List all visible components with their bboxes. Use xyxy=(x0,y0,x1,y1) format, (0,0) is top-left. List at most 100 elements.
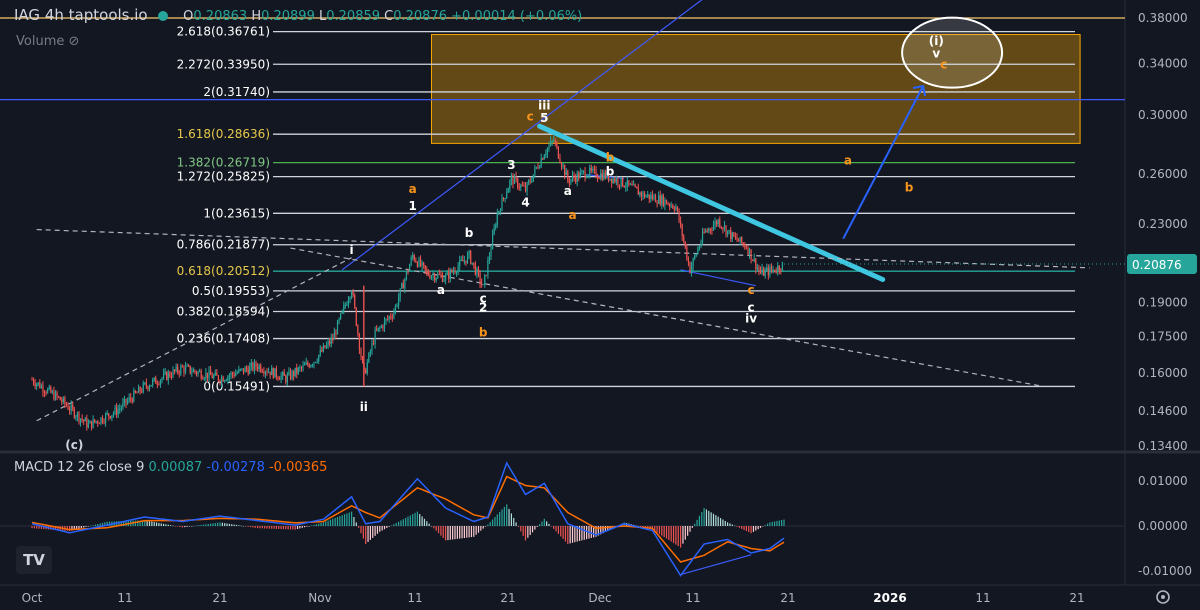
macd-hist-bar xyxy=(334,517,336,526)
macd-hist-bar xyxy=(146,520,148,526)
macd-hist-bar xyxy=(374,526,376,536)
candle-body xyxy=(272,368,274,378)
candle-body xyxy=(291,371,293,379)
macd-hist-bar xyxy=(372,526,374,538)
candle-body xyxy=(239,369,241,371)
candle-body xyxy=(698,246,700,250)
candle-body xyxy=(551,140,553,142)
ohlc-readout: O0.20863 H0.20899 L0.20859 C0.20876 +0.0… xyxy=(183,9,583,24)
fib-level-label: 2.272(0.33950) xyxy=(177,57,270,71)
macd-hist-bar xyxy=(245,526,247,527)
wave-label: c xyxy=(748,283,755,297)
candle-body xyxy=(493,227,495,235)
macd-hist-bar xyxy=(280,526,282,530)
candle-body xyxy=(747,248,749,255)
candle-body xyxy=(238,369,240,373)
candle-body xyxy=(521,184,523,186)
candle-body xyxy=(50,386,52,393)
macd-hist-bar xyxy=(348,512,350,526)
candle-body xyxy=(228,375,230,377)
candle-body xyxy=(100,417,102,424)
candle-body xyxy=(767,267,769,276)
candle-body xyxy=(694,255,696,259)
candle-body xyxy=(459,259,461,267)
macd-hist-bar xyxy=(271,526,273,529)
time-axis-tick: 11 xyxy=(975,591,990,605)
trendline-dashed xyxy=(36,228,1090,269)
candle-body xyxy=(636,186,638,189)
macd-hist-bar xyxy=(757,526,759,530)
candle-body xyxy=(498,211,500,214)
macd-hist-bar xyxy=(698,515,700,526)
candle-body xyxy=(756,267,758,270)
candle-body xyxy=(598,178,600,180)
candle-body xyxy=(390,316,392,318)
candle-body xyxy=(75,416,77,418)
settings-gear-icon[interactable] xyxy=(1156,590,1170,604)
candle-body xyxy=(39,382,41,388)
candle-body xyxy=(156,383,158,385)
candle-body xyxy=(430,275,433,279)
candle-body xyxy=(629,184,632,186)
tradingview-logo-icon[interactable]: TV xyxy=(16,546,52,574)
macd-hist-bar xyxy=(202,524,205,526)
candle-body xyxy=(161,377,163,381)
price-axis-tick: 0.16000 xyxy=(1138,366,1188,380)
macd-hist-bar xyxy=(383,526,386,530)
candle-body xyxy=(210,370,212,376)
candle-body xyxy=(152,379,154,385)
macd-hist-bar xyxy=(210,523,212,526)
eye-hidden-icon[interactable]: ⊘ xyxy=(68,34,80,49)
macd-hist-bar xyxy=(259,526,261,529)
macd-hist-bar xyxy=(414,512,416,526)
candle-body xyxy=(399,288,401,298)
macd-hist-bar xyxy=(783,519,785,526)
macd-hist-bar xyxy=(358,526,360,528)
candle-body xyxy=(51,391,53,393)
candle-body xyxy=(189,365,191,373)
macd-hist-bar xyxy=(327,520,329,526)
symbol-label[interactable]: IAG xyxy=(14,6,41,24)
macd-hist-bar xyxy=(419,514,421,526)
candle-body xyxy=(681,224,683,236)
macd-legend[interactable]: MACD 12 26 close 9 0.00087 -0.00278 -0.0… xyxy=(14,460,327,475)
candle-body xyxy=(217,375,220,381)
candle-body xyxy=(283,372,285,376)
macd-hist-bar xyxy=(696,519,698,526)
candle-body xyxy=(131,399,133,402)
candle-body xyxy=(357,325,359,334)
macd-hist-bar xyxy=(755,526,757,531)
candle-body xyxy=(775,271,777,273)
candle-body xyxy=(203,378,205,380)
candle-body xyxy=(183,366,185,373)
candle-body xyxy=(445,275,447,280)
macd-hist-bar xyxy=(163,523,165,526)
volume-indicator-label[interactable]: Volume ⊘ xyxy=(16,34,80,49)
macd-hist-bar xyxy=(762,526,764,527)
market-status-dot-icon xyxy=(158,10,169,21)
macd-hist-bar xyxy=(54,526,57,530)
interval-label[interactable]: 4h xyxy=(44,6,64,24)
candle-body xyxy=(625,186,627,188)
macd-hist-bar xyxy=(153,522,155,526)
candle-body xyxy=(322,345,324,352)
candle-body xyxy=(296,367,298,374)
wave-label: c xyxy=(940,58,947,72)
candle-body xyxy=(633,184,635,186)
candle-body xyxy=(669,204,671,207)
candle-body xyxy=(617,178,619,185)
macd-hist-bar xyxy=(78,526,80,529)
candle-body xyxy=(214,372,216,376)
candle-body xyxy=(352,291,354,295)
candle-body xyxy=(542,158,544,160)
candle-body xyxy=(351,291,353,298)
candle-body xyxy=(737,240,740,242)
candle-body xyxy=(105,413,107,423)
macd-hist-bar xyxy=(729,523,731,526)
candle-body xyxy=(535,167,538,169)
candle-body xyxy=(631,184,633,186)
candle-body xyxy=(571,175,574,180)
candle-body xyxy=(647,194,649,196)
candle-body xyxy=(164,371,166,374)
